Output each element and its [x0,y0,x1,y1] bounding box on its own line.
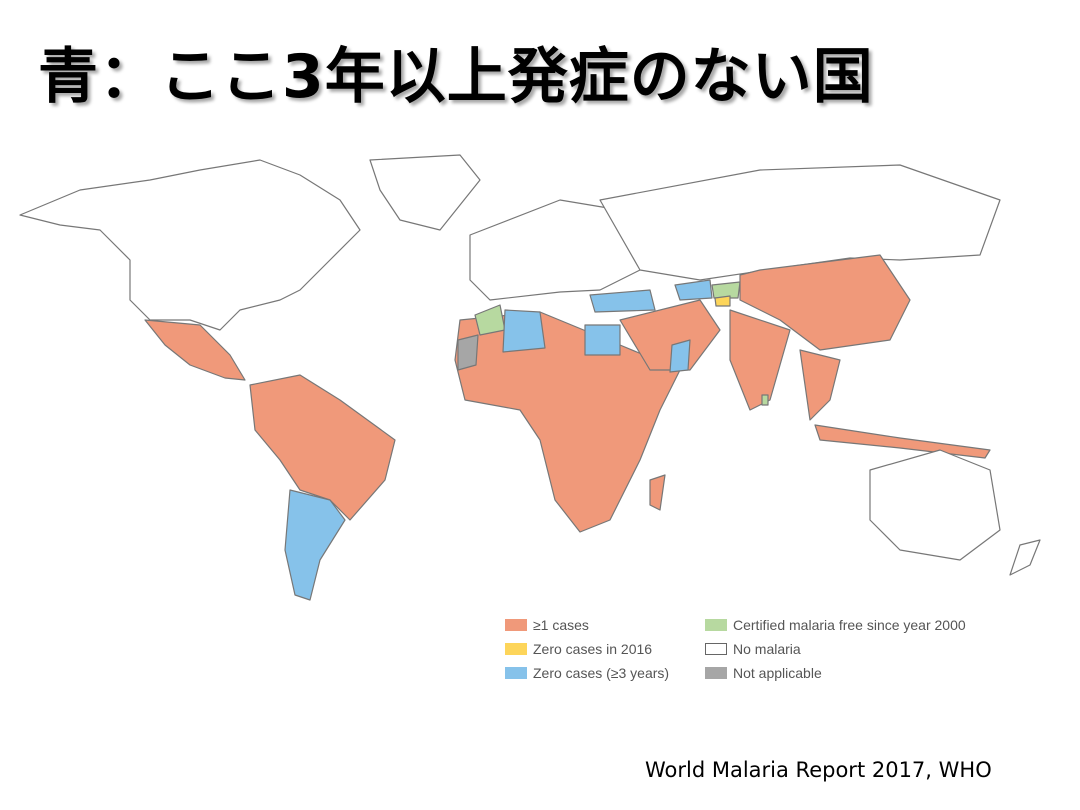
morocco [474,304,506,336]
china [739,254,911,351]
legend-item: Not applicable [705,665,822,681]
legend-item: Zero cases in 2016 [505,641,652,657]
legend-swatch [505,667,527,679]
australia [869,449,1001,561]
legend-swatch [505,619,527,631]
legend-item: Zero cases (≥3 years) [505,665,669,681]
southeast-asia [799,349,841,421]
north-america [19,159,361,331]
legend-item: No malaria [705,641,801,657]
oman [669,339,691,373]
turkey-region [589,289,656,313]
legend-item: Certified malaria free since year 2000 [705,617,966,633]
legend-label: Not applicable [733,665,822,681]
sri-lanka [761,394,769,406]
russia [599,164,1001,281]
world-malaria-map [19,154,1041,601]
source-citation: World Malaria Report 2017, WHO [645,758,992,782]
africa [454,311,681,533]
legend-item: ≥1 cases [505,617,589,633]
legend-label: Certified malaria free since year 2000 [733,617,966,633]
egypt [584,324,621,356]
new-zealand [1009,539,1041,576]
madagascar [649,474,666,511]
indonesia [814,424,991,459]
legend-label: Zero cases (≥3 years) [533,665,670,681]
legend-swatch [705,619,727,631]
caucasus [674,279,713,301]
kyrgyzstan [714,295,731,307]
legend-swatch [705,643,727,655]
central-america [144,319,246,381]
middle-east [619,299,721,371]
slide-title: 青：ここ3年以上発症のない国 [38,42,874,112]
central-asia-certified [711,281,741,299]
legend-label: ≥1 cases [533,617,589,633]
greenland [369,154,481,231]
libya [502,309,546,353]
south-america [249,374,396,521]
legend-swatch [505,643,527,655]
legend-swatch [705,667,727,679]
legend-label: No malaria [733,641,801,657]
western-sahara [457,334,479,371]
argentina-chile [284,489,346,601]
legend-label: Zero cases in 2016 [533,641,653,657]
india [729,309,791,411]
